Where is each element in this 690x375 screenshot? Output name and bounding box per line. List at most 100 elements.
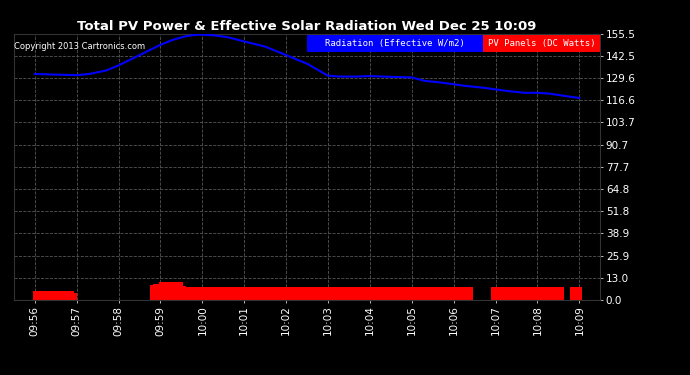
Bar — [532, 287, 535, 300]
Bar — [306, 287, 309, 300]
Bar — [209, 287, 213, 300]
Bar — [54, 291, 57, 300]
Bar — [300, 287, 303, 300]
Bar — [573, 287, 576, 300]
Bar — [356, 287, 359, 300]
Bar — [453, 287, 455, 300]
Bar — [63, 291, 66, 300]
Bar — [397, 287, 400, 300]
Bar — [368, 287, 371, 300]
Bar — [415, 287, 417, 300]
Bar — [68, 291, 72, 300]
Text: PV Panels (DC Watts): PV Panels (DC Watts) — [488, 39, 595, 48]
Bar — [403, 287, 406, 300]
Bar — [509, 287, 511, 300]
Bar — [549, 287, 553, 300]
Bar — [523, 287, 526, 300]
Bar — [188, 287, 192, 300]
Bar — [500, 287, 502, 300]
Bar — [408, 287, 412, 300]
Bar — [364, 287, 368, 300]
Bar — [206, 287, 209, 300]
Bar — [333, 287, 335, 300]
Bar — [259, 287, 262, 300]
Bar — [197, 287, 201, 300]
Bar — [297, 287, 300, 300]
Bar — [493, 287, 497, 300]
Bar — [183, 286, 186, 300]
Bar — [321, 287, 324, 300]
Bar — [558, 287, 561, 300]
Bar — [224, 287, 227, 300]
Bar — [529, 287, 532, 300]
Bar — [215, 287, 218, 300]
Bar — [502, 287, 506, 300]
Bar — [286, 287, 288, 300]
Bar — [511, 287, 514, 300]
Bar — [244, 287, 248, 300]
Bar — [470, 287, 473, 300]
Bar — [423, 287, 426, 300]
Bar — [411, 287, 415, 300]
Bar — [371, 287, 373, 300]
Bar — [570, 287, 573, 300]
Bar — [36, 291, 39, 300]
Bar — [262, 287, 265, 300]
Bar — [438, 287, 441, 300]
Bar — [274, 287, 277, 300]
Bar — [579, 287, 582, 300]
Bar — [45, 291, 48, 300]
Bar — [388, 287, 391, 300]
Bar — [168, 282, 171, 300]
Bar — [429, 287, 432, 300]
Bar — [309, 287, 312, 300]
Bar — [157, 284, 159, 300]
Bar — [218, 287, 221, 300]
Bar — [520, 287, 523, 300]
Bar — [221, 287, 224, 300]
Bar — [66, 291, 68, 300]
Text: Radiation (Effective W/m2): Radiation (Effective W/m2) — [325, 39, 465, 48]
Bar — [277, 287, 279, 300]
Bar — [435, 287, 438, 300]
Bar — [450, 287, 453, 300]
Bar — [353, 287, 356, 300]
Bar — [347, 287, 350, 300]
Bar — [291, 287, 295, 300]
Bar — [239, 287, 241, 300]
Bar — [150, 285, 154, 300]
Bar — [338, 287, 342, 300]
Bar — [505, 287, 509, 300]
Text: Copyright 2013 Cartronics.com: Copyright 2013 Cartronics.com — [14, 42, 146, 51]
Bar — [514, 287, 518, 300]
Bar — [394, 287, 397, 300]
Bar — [546, 287, 549, 300]
Bar — [159, 282, 162, 300]
Bar — [71, 291, 75, 300]
FancyBboxPatch shape — [307, 35, 483, 52]
Bar — [317, 287, 321, 300]
Bar — [75, 293, 77, 300]
Bar — [455, 287, 459, 300]
Bar — [446, 287, 450, 300]
Bar — [256, 287, 259, 300]
Bar — [350, 287, 353, 300]
Bar — [335, 287, 338, 300]
Bar — [385, 287, 388, 300]
Bar — [462, 287, 464, 300]
Bar — [526, 287, 529, 300]
Bar — [315, 287, 318, 300]
Bar — [312, 287, 315, 300]
Bar — [329, 287, 333, 300]
Bar — [540, 287, 544, 300]
Bar — [303, 287, 306, 300]
Bar — [417, 287, 420, 300]
Bar — [180, 282, 183, 300]
Bar — [406, 287, 408, 300]
Title: Total PV Power & Effective Solar Radiation Wed Dec 25 10:09: Total PV Power & Effective Solar Radiati… — [77, 20, 537, 33]
Bar — [497, 287, 500, 300]
Bar — [230, 287, 233, 300]
Bar — [391, 287, 394, 300]
Bar — [51, 291, 54, 300]
Bar — [212, 287, 215, 300]
